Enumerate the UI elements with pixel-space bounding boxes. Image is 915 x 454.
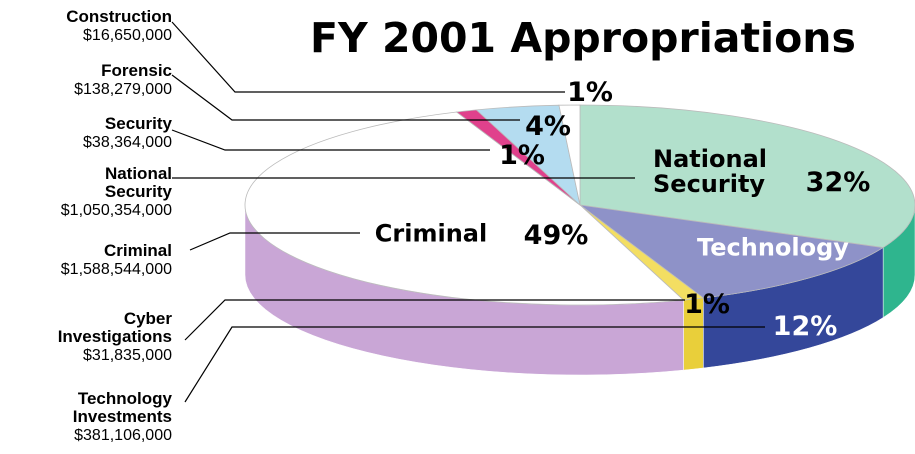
leader-line bbox=[171, 129, 490, 151]
percent-label: 1% bbox=[567, 77, 613, 108]
slice bbox=[579, 104, 915, 248]
percent-label: 32% bbox=[805, 167, 871, 198]
slice-label: Criminal bbox=[374, 219, 488, 248]
percent-label: 1% bbox=[684, 289, 730, 320]
category-name: Criminal bbox=[103, 241, 172, 260]
pie bbox=[244, 104, 915, 376]
leader-line bbox=[171, 74, 520, 121]
chart-title: FY 2001 Appropriations bbox=[310, 14, 856, 62]
category-label: Construction $16,650,000 bbox=[66, 8, 172, 45]
amount-label: $31,835,000 bbox=[83, 347, 172, 364]
amount-label: $16,650,000 bbox=[83, 27, 172, 44]
category-label: Criminal $1,588,544,000 bbox=[61, 242, 172, 279]
category-name: Security bbox=[104, 114, 172, 133]
percent-label: 49% bbox=[523, 220, 589, 251]
amount-label: $138,279,000 bbox=[74, 81, 172, 98]
category-label: National Security $1,050,354,000 bbox=[61, 165, 172, 220]
category-name: Forensic bbox=[101, 61, 172, 80]
amount-label: $1,050,354,000 bbox=[60, 202, 172, 219]
slice bbox=[244, 111, 685, 306]
percent-label: 4% bbox=[525, 111, 571, 142]
amount-label: $381,106,000 bbox=[74, 427, 172, 444]
slice-label: National Security bbox=[653, 145, 767, 198]
category-label: Technology Investments $381,106,000 bbox=[73, 390, 172, 445]
slice bbox=[578, 204, 885, 299]
percent-label: 1% bbox=[499, 140, 545, 171]
category-name: Cyber Investigations bbox=[57, 309, 173, 346]
amount-label: $38,364,000 bbox=[83, 134, 172, 151]
category-name: Technology Investments bbox=[72, 389, 172, 426]
leader-line bbox=[189, 232, 360, 251]
leader-line bbox=[184, 299, 685, 341]
slice-label: Technology bbox=[697, 233, 849, 262]
category-label: Security $38,364,000 bbox=[83, 115, 172, 152]
category-label: Forensic $138,279,000 bbox=[74, 62, 172, 99]
leader-line bbox=[184, 326, 765, 403]
amount-label: $1,588,544,000 bbox=[60, 261, 172, 278]
category-name: National Security bbox=[104, 164, 173, 201]
category-name: Construction bbox=[66, 7, 172, 26]
leaders bbox=[171, 21, 765, 403]
percent-label: 12% bbox=[772, 311, 838, 342]
slice bbox=[558, 104, 581, 206]
leader-line bbox=[171, 21, 565, 93]
category-label: Cyber Investigations $31,835,000 bbox=[58, 310, 172, 365]
